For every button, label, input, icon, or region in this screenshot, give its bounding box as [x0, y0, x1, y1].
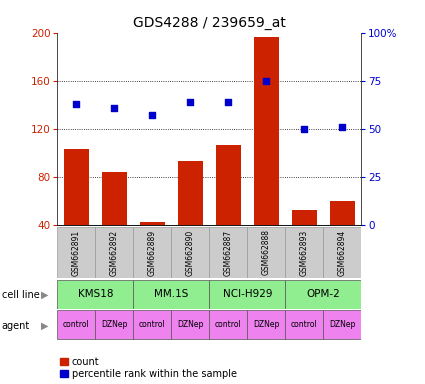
- Text: GSM662894: GSM662894: [338, 229, 347, 276]
- Bar: [140, 222, 164, 273]
- Bar: [64, 149, 89, 273]
- Bar: [171, 227, 209, 278]
- Text: NCI-H929: NCI-H929: [223, 289, 272, 299]
- Bar: [323, 227, 361, 278]
- Bar: [171, 311, 209, 339]
- Bar: [323, 311, 361, 339]
- Point: [187, 99, 194, 105]
- Bar: [330, 201, 354, 273]
- Text: OPM-2: OPM-2: [306, 289, 340, 299]
- Bar: [95, 227, 133, 278]
- Text: KMS18: KMS18: [78, 289, 113, 299]
- Text: control: control: [63, 320, 90, 329]
- Text: GSM662892: GSM662892: [110, 229, 119, 276]
- Bar: [285, 280, 361, 308]
- Point: [225, 99, 232, 105]
- Text: ▶: ▶: [41, 290, 48, 300]
- Bar: [209, 280, 285, 308]
- Bar: [254, 38, 279, 273]
- Text: MM.1S: MM.1S: [154, 289, 189, 299]
- Text: GSM662888: GSM662888: [262, 230, 271, 275]
- Title: GDS4288 / 239659_at: GDS4288 / 239659_at: [133, 16, 286, 30]
- Text: DZNep: DZNep: [253, 320, 280, 329]
- Text: GSM662890: GSM662890: [186, 229, 195, 276]
- Bar: [285, 227, 323, 278]
- Point: [263, 78, 270, 84]
- Bar: [57, 227, 95, 278]
- Bar: [285, 311, 323, 339]
- Bar: [57, 311, 95, 339]
- Text: control: control: [139, 320, 166, 329]
- Text: GSM662893: GSM662893: [300, 229, 309, 276]
- Bar: [57, 280, 133, 308]
- Text: DZNep: DZNep: [101, 320, 128, 329]
- Point: [339, 124, 346, 130]
- Text: ▶: ▶: [41, 321, 48, 331]
- Bar: [178, 161, 203, 273]
- Text: DZNep: DZNep: [329, 320, 355, 329]
- Bar: [133, 280, 209, 308]
- Bar: [133, 311, 171, 339]
- Point: [111, 104, 118, 111]
- Bar: [247, 227, 285, 278]
- Bar: [292, 210, 317, 273]
- Text: GSM662891: GSM662891: [72, 229, 81, 276]
- Point: [149, 112, 156, 118]
- Bar: [209, 311, 247, 339]
- Point: [301, 126, 308, 132]
- Text: GSM662889: GSM662889: [148, 229, 157, 276]
- Bar: [133, 227, 171, 278]
- Text: GSM662887: GSM662887: [224, 229, 233, 276]
- Bar: [209, 227, 247, 278]
- Bar: [102, 172, 127, 273]
- Bar: [95, 311, 133, 339]
- Text: agent: agent: [2, 321, 30, 331]
- Text: control: control: [291, 320, 317, 329]
- Text: cell line: cell line: [2, 290, 40, 300]
- Point: [73, 101, 80, 107]
- Text: control: control: [215, 320, 242, 329]
- Text: DZNep: DZNep: [177, 320, 204, 329]
- Bar: [216, 146, 241, 273]
- Legend: count, percentile rank within the sample: count, percentile rank within the sample: [60, 357, 237, 379]
- Bar: [247, 311, 285, 339]
